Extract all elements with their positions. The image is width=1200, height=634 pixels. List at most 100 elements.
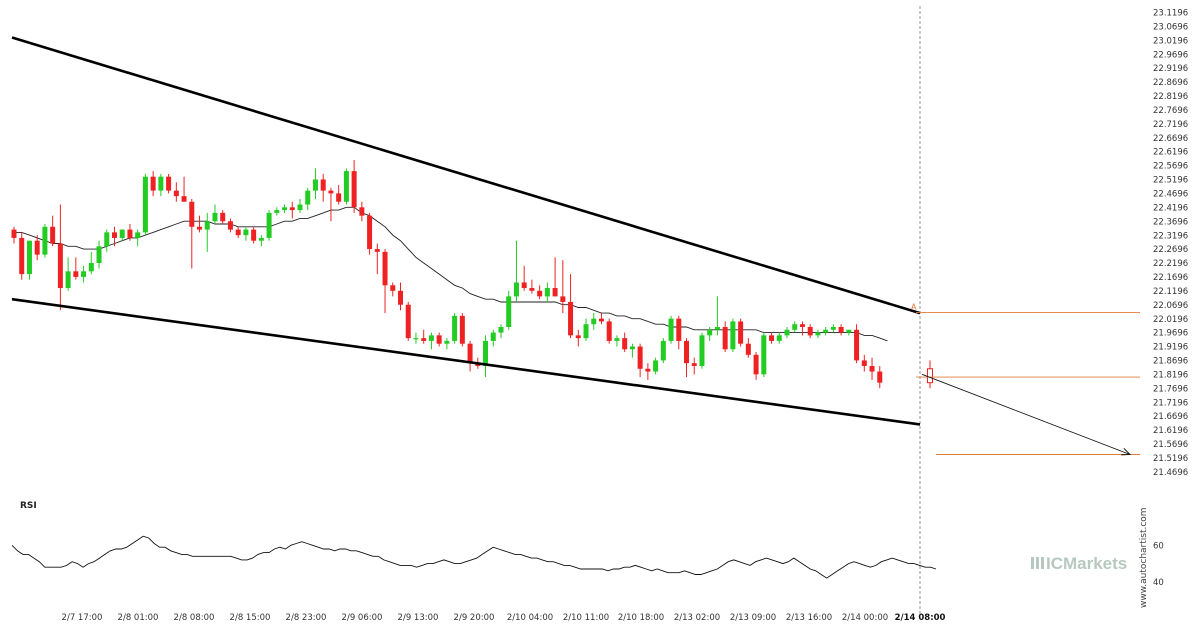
candle [537,285,543,300]
candle-body [807,327,813,336]
candle [830,324,836,333]
candle [769,332,775,344]
candle-body [830,327,836,330]
candle [428,332,434,350]
candle [227,218,233,233]
candle-body [869,365,875,372]
candle-body [173,190,179,197]
y-tick-label: 21.7696 [1153,384,1188,394]
candle-body [521,282,527,289]
candle [838,324,844,336]
candle-body [204,221,210,230]
candle-body [799,324,805,328]
candle [266,210,272,241]
y-tick-label: 22.5196 [1153,176,1188,186]
candle-body [282,207,288,211]
candle [142,173,148,236]
rsi-tick-label: 40 [1153,578,1164,588]
candle [529,279,535,294]
x-tick-label: 2/10 18:00 [618,613,664,623]
candle-body [181,196,187,202]
candle-body [189,201,195,227]
candle-body [714,327,720,330]
candle-body [544,288,550,297]
x-tick-label: 2/7 17:00 [62,613,103,623]
y-tick-label: 21.4696 [1153,468,1188,478]
y-tick-label: 22.1696 [1153,273,1188,283]
price-levels: A [911,303,1140,456]
candle-body [498,327,504,333]
candle [606,318,612,344]
candle-body [699,335,705,366]
y-tick-label: 23.0196 [1153,36,1188,46]
candle-body [150,176,156,191]
candle-body [506,296,512,328]
forecast-candle [927,360,933,389]
candle-body [212,212,218,222]
candle [243,226,249,241]
candle-body [753,354,759,375]
candle [583,318,589,341]
candle [877,365,883,389]
candle [258,235,264,247]
x-tick-label: 2/8 15:00 [230,613,271,623]
candle-body [459,315,465,344]
forecast-candle-body [927,368,933,384]
y-tick-label: 22.8696 [1153,78,1188,88]
candle [738,318,744,347]
y-tick-label: 21.9196 [1153,343,1188,353]
x-tick-label: 2/14 08:00 [895,613,946,623]
candle [150,171,156,197]
x-tick-label: 2/14 00:00 [842,613,888,623]
candle [26,240,32,280]
candle [653,357,659,375]
candle-body [838,327,844,333]
x-tick-label: 2/13 02:00 [674,613,720,623]
y-tick-label: 21.8696 [1153,357,1188,367]
candle-body [467,343,473,364]
candle-body [854,329,860,361]
candle [467,340,473,372]
candle [204,212,210,252]
candle-body [483,340,489,366]
watermark-text: www.autochartist.com [1139,507,1149,608]
candle [869,357,875,380]
candle-body [251,229,257,241]
candle-body [104,232,110,247]
candle [807,324,813,339]
candle-body [374,249,380,252]
trendlines [11,36,921,426]
candle [57,204,63,311]
y-tick-label: 22.9196 [1153,64,1188,74]
y-tick-label: 21.7196 [1153,398,1188,408]
candle-body [88,262,94,272]
candle [119,229,125,241]
candle [622,332,628,353]
candle-body [583,324,589,339]
candle [846,329,852,336]
candle [730,318,736,353]
candle-body [413,338,419,340]
candle [784,327,790,339]
lower-support-line [11,297,921,426]
candle-body [529,288,535,291]
rsi-label: RSI [20,501,37,511]
candle-body [452,315,458,341]
candle-body [707,329,713,336]
candle-body [637,346,643,369]
y-tick-label: 22.5696 [1153,162,1188,172]
candle-body [421,338,427,341]
candle [668,315,674,344]
candle [815,329,821,339]
candle [676,315,682,350]
candle-body [846,329,852,333]
candle [405,301,411,341]
candle-body [622,338,628,350]
candle-body [382,251,388,286]
brand-prefix: IC [1046,554,1063,573]
rsi-tick-label: 60 [1153,541,1164,551]
brand-logo: ICMarkets [1031,554,1127,573]
y-tick-label: 21.5696 [1153,440,1188,450]
candle-body [552,288,558,297]
candle [413,332,419,344]
